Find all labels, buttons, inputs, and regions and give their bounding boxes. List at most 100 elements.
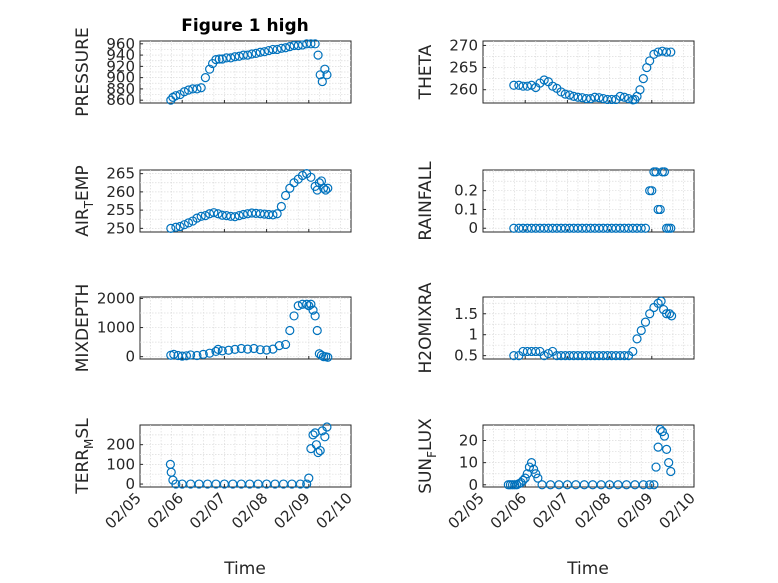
- data-point: [607, 94, 617, 105]
- y-tick-label: 0.2: [454, 182, 478, 200]
- y-axis-label: THETA: [416, 44, 436, 100]
- data-point: [522, 81, 532, 91]
- y-axis-label: SUNFLUX: [416, 418, 439, 494]
- data-point: [520, 473, 530, 483]
- data-point: [306, 172, 316, 182]
- data-point: [169, 349, 179, 359]
- y-tick-label: 2000: [97, 289, 135, 307]
- data-point: [236, 343, 246, 354]
- x-tick-label: 02/10: [656, 489, 699, 532]
- data-point: [234, 210, 244, 221]
- data-point: [653, 442, 663, 452]
- data-point: [661, 444, 672, 454]
- data-point: [638, 480, 648, 490]
- y-axis-label: TERRMSL: [73, 418, 96, 495]
- data-point: [230, 212, 240, 222]
- data-point: [205, 64, 215, 74]
- data-point: [636, 223, 646, 233]
- y-tick-label: 0: [468, 219, 478, 237]
- data-point: [243, 344, 253, 354]
- x-tick-label: 02/09: [270, 489, 313, 532]
- y-tick-label: 255: [106, 201, 135, 219]
- data-point: [268, 210, 278, 220]
- data-point: [320, 432, 330, 442]
- data-point: [192, 84, 202, 94]
- data-point: [581, 93, 591, 104]
- data-point: [166, 95, 176, 105]
- x-tick-label: 02/08: [571, 489, 614, 532]
- data-point: [175, 221, 185, 232]
- data-point: [302, 299, 312, 309]
- x-tick-label: 02/09: [613, 489, 656, 532]
- data-point: [667, 311, 677, 321]
- data-point: [539, 75, 549, 85]
- data-point: [322, 70, 332, 80]
- data-point: [323, 352, 333, 362]
- data-point: [276, 43, 286, 53]
- data-point: [198, 349, 208, 359]
- data-point: [632, 334, 642, 344]
- data-point: [313, 447, 323, 458]
- data-point: [317, 76, 327, 87]
- x-tick-label: 02/08: [228, 489, 271, 532]
- data-point: [272, 44, 282, 55]
- data-point: [285, 325, 295, 336]
- y-tick-label: 940: [106, 46, 135, 64]
- data-point: [322, 422, 332, 432]
- data-point: [323, 183, 333, 193]
- figure-title: Figure 1 high: [181, 16, 309, 36]
- data-point: [247, 49, 257, 59]
- data-point: [251, 48, 261, 59]
- data-point: [313, 50, 323, 60]
- data-point: [186, 350, 196, 360]
- data-point: [217, 346, 227, 356]
- data-point: [255, 47, 265, 57]
- data-point: [171, 479, 181, 489]
- data-point: [509, 80, 519, 90]
- data-point: [543, 348, 554, 359]
- data-point: [628, 346, 638, 357]
- data-point: [181, 351, 192, 361]
- data-point: [640, 223, 651, 233]
- data-point: [183, 218, 194, 228]
- data-point: [318, 183, 329, 193]
- y-tick-label: 260: [449, 81, 478, 99]
- data-point: [310, 39, 320, 49]
- y-tick-label: 265: [106, 165, 135, 183]
- y-tick-label: 860: [106, 91, 135, 109]
- data-point: [320, 64, 330, 74]
- x-tick-label: 02/07: [529, 489, 572, 532]
- y-axis-label: MIXDEPTH: [73, 284, 93, 373]
- data-point: [533, 473, 543, 483]
- subplot-h2omixra: 0.5 1 1.5 H2OMIXRA: [416, 282, 695, 374]
- data-point: [243, 50, 253, 60]
- data-point: [214, 54, 224, 64]
- data-point: [619, 351, 629, 361]
- data-point: [295, 479, 305, 489]
- y-tick-label: 10: [459, 454, 478, 472]
- data-point: [594, 93, 604, 103]
- y-tick-label: 0.1: [454, 200, 478, 218]
- data-point: [304, 473, 314, 483]
- y-axis-label: H2OMIXRA: [416, 282, 436, 373]
- data-point: [249, 343, 259, 354]
- y-tick-label: 20: [459, 432, 478, 450]
- data-point: [531, 469, 541, 479]
- y-tick-label: 0: [125, 475, 135, 493]
- data-point: [653, 298, 663, 308]
- data-point: [192, 213, 202, 223]
- data-point: [657, 427, 667, 437]
- data-point: [315, 70, 325, 80]
- data-point: [196, 83, 206, 93]
- y-axis-label: PRESSURE: [73, 27, 93, 116]
- y-tick-label: 960: [106, 35, 135, 53]
- data-point: [205, 348, 215, 358]
- data-point: [226, 53, 236, 63]
- data-point: [526, 458, 537, 468]
- data-point: [661, 309, 672, 319]
